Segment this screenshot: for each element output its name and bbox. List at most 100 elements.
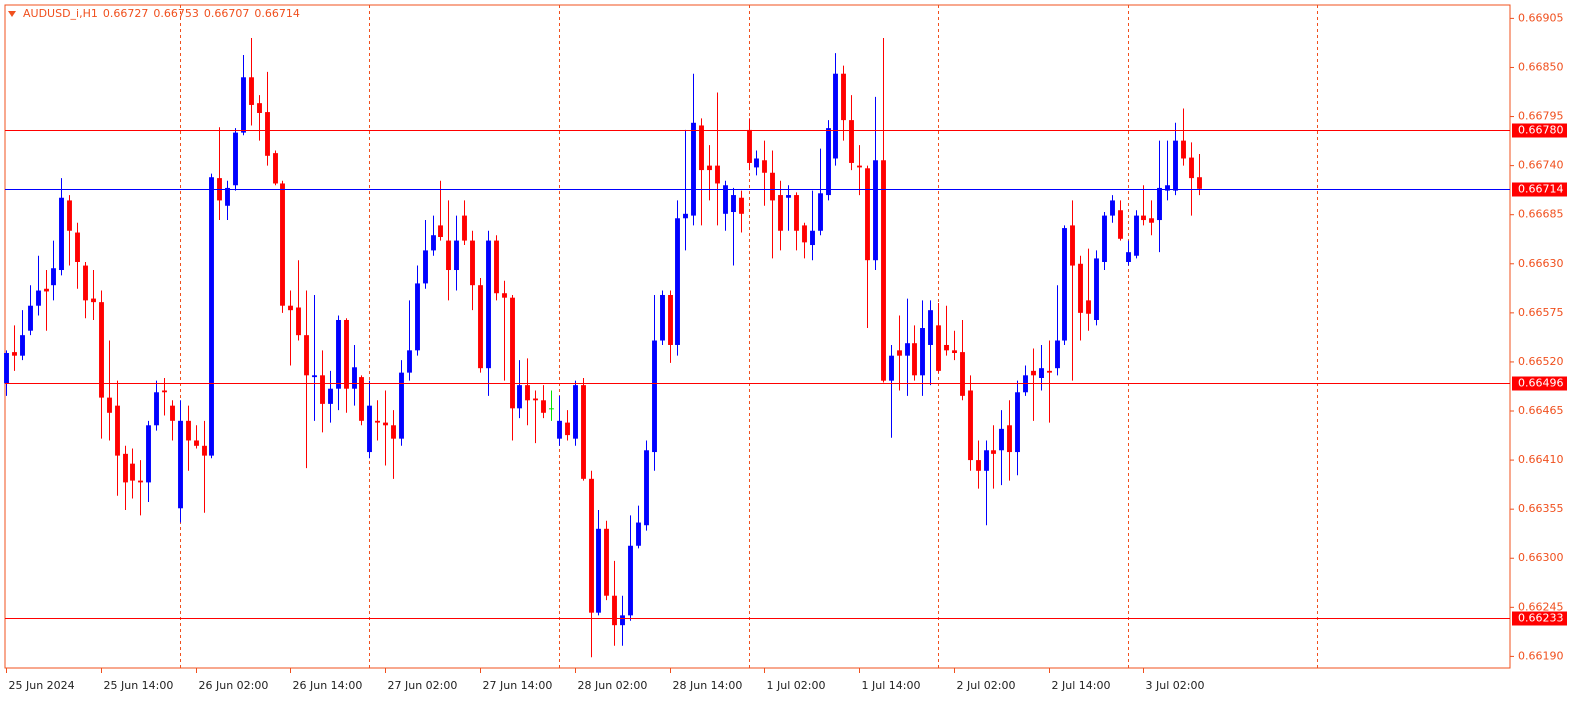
- y-tick-label: 0.66905: [1518, 11, 1564, 24]
- candle-body: [280, 183, 285, 306]
- candle-body: [431, 235, 436, 251]
- candle-body: [928, 310, 933, 345]
- candle-body: [1134, 215, 1139, 256]
- candle-body: [510, 297, 515, 409]
- candle-body: [857, 165, 862, 168]
- candle-body: [146, 425, 151, 483]
- candle-body: [936, 325, 941, 371]
- candle-body: [423, 250, 428, 284]
- candle-body: [912, 343, 917, 376]
- candle-body: [178, 420, 183, 509]
- candle-body: [549, 408, 554, 410]
- candle-body: [1055, 340, 1060, 369]
- candle-body: [478, 285, 483, 369]
- candle-body: [1118, 210, 1123, 239]
- candle-body: [107, 397, 112, 413]
- candle-body: [991, 450, 996, 454]
- x-tick-label: 1 Jul 02:00: [767, 679, 826, 692]
- candle-body: [1157, 187, 1162, 221]
- candle-body: [668, 295, 673, 345]
- y-tick-label: 0.66410: [1518, 453, 1564, 466]
- candle-body: [170, 405, 175, 421]
- candle-body: [115, 405, 120, 456]
- price-label: 0.66780: [1518, 124, 1564, 137]
- candle-body: [1102, 215, 1107, 262]
- candle-body: [557, 420, 562, 439]
- candle-body: [715, 165, 720, 184]
- candle-body: [581, 385, 586, 479]
- last-close: 0.66714: [254, 7, 300, 20]
- x-tick-label: 3 Jul 02:00: [1146, 679, 1205, 692]
- menu-triangle[interactable]: [8, 10, 16, 17]
- chart-title: AUDUSD_i,H1: [23, 7, 98, 20]
- candle-body: [494, 240, 499, 294]
- candle-body: [123, 453, 128, 483]
- y-tick-label: 0.66190: [1518, 649, 1564, 662]
- candle-body: [612, 595, 617, 626]
- candle-body: [976, 460, 981, 471]
- x-tick-label: 26 Jun 02:00: [199, 679, 269, 692]
- candle-body: [399, 372, 404, 439]
- candle-body: [1015, 392, 1020, 453]
- candle-body: [99, 302, 104, 398]
- candle-body: [462, 215, 467, 241]
- x-tick-label: 27 Jun 14:00: [483, 679, 553, 692]
- candle-body: [1110, 200, 1115, 216]
- candle-body: [4, 353, 9, 384]
- x-tick-label: 1 Jul 14:00: [862, 679, 921, 692]
- candle-body: [344, 319, 349, 389]
- candle-body: [960, 352, 965, 396]
- candle-body: [1165, 185, 1170, 191]
- x-tick-label: 25 Jun 2024: [9, 679, 75, 692]
- candle-body: [683, 213, 688, 219]
- y-tick-label: 0.66740: [1518, 159, 1564, 172]
- candle-body: [130, 463, 135, 481]
- candle-body: [778, 195, 783, 231]
- candle-body: [525, 385, 530, 401]
- candle-body: [920, 328, 925, 376]
- candle-body: [691, 122, 696, 216]
- candle-body: [675, 218, 680, 345]
- candle-body: [881, 160, 886, 381]
- candle-body: [517, 385, 522, 409]
- candle-body: [186, 420, 191, 441]
- chart-header: AUDUSD_i,H1 0.66727 0.66753 0.66707 0.66…: [8, 7, 300, 20]
- candle-body: [596, 528, 601, 613]
- candle-body: [28, 305, 33, 331]
- candle-body: [296, 307, 301, 336]
- candle-body: [739, 197, 744, 214]
- candle-body: [1149, 218, 1154, 223]
- y-tick-label: 0.66355: [1518, 502, 1564, 515]
- x-tick-label: 25 Jun 14:00: [104, 679, 174, 692]
- candle-body: [367, 405, 372, 453]
- candle-body: [707, 165, 712, 171]
- candle-body: [533, 398, 538, 401]
- candle-body: [660, 295, 665, 341]
- candle-body: [59, 197, 64, 271]
- candle-body: [565, 422, 570, 436]
- candle-body: [1078, 263, 1083, 313]
- candle-body: [589, 478, 594, 613]
- candle-body: [889, 355, 894, 381]
- candle-body: [51, 268, 56, 286]
- x-tick-label: 2 Jul 14:00: [1052, 679, 1111, 692]
- candle-body: [1173, 140, 1178, 191]
- candle-body: [446, 240, 451, 271]
- candle-body: [273, 153, 278, 184]
- candle-body: [873, 160, 878, 261]
- candle-body: [865, 168, 870, 261]
- candle-body: [154, 392, 159, 426]
- candle-body: [1086, 300, 1091, 314]
- candle-body: [162, 390, 167, 393]
- candle-body: [312, 375, 317, 378]
- y-tick-label: 0.66245: [1518, 600, 1564, 613]
- candle-body: [257, 103, 262, 113]
- candle-body: [209, 177, 214, 456]
- x-tick-label: 28 Jun 14:00: [673, 679, 743, 692]
- candle-body: [304, 335, 309, 376]
- candle-body: [644, 450, 649, 526]
- candle-body: [375, 420, 380, 423]
- candle-body: [541, 400, 546, 413]
